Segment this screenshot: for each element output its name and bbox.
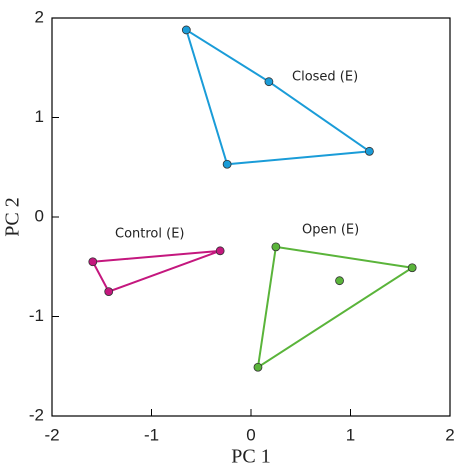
point xyxy=(215,246,225,256)
plot-frame xyxy=(51,17,451,417)
x-tick-label: -2 xyxy=(44,425,59,444)
group-label: Open (E) xyxy=(302,223,359,238)
y-tick-label: 1 xyxy=(35,107,44,126)
group-label: Closed (E) xyxy=(292,70,358,85)
y-axis-title: PC 2 xyxy=(2,197,24,236)
point xyxy=(88,257,98,267)
x-tick-label: 2 xyxy=(445,425,454,444)
point xyxy=(181,25,191,35)
x-tick-label: 0 xyxy=(246,425,255,444)
y-tick-label: -2 xyxy=(29,405,44,424)
group-hull xyxy=(91,249,221,293)
x-tick-label: 1 xyxy=(346,425,355,444)
point xyxy=(407,263,417,273)
group-hull xyxy=(256,245,415,370)
point xyxy=(271,242,281,252)
y-tick-label: 0 xyxy=(35,206,44,225)
point xyxy=(222,159,232,169)
point xyxy=(335,276,344,286)
point xyxy=(365,146,374,156)
y-tick-label: -1 xyxy=(29,306,44,325)
x-axis-title: PC 1 xyxy=(231,446,270,468)
point xyxy=(264,77,274,87)
point xyxy=(104,287,114,297)
group-hull xyxy=(184,27,373,166)
y-tick-label: 2 xyxy=(35,7,44,26)
x-tick-label: -1 xyxy=(144,425,159,444)
group-label: Control (E) xyxy=(115,227,184,242)
point xyxy=(253,362,263,372)
